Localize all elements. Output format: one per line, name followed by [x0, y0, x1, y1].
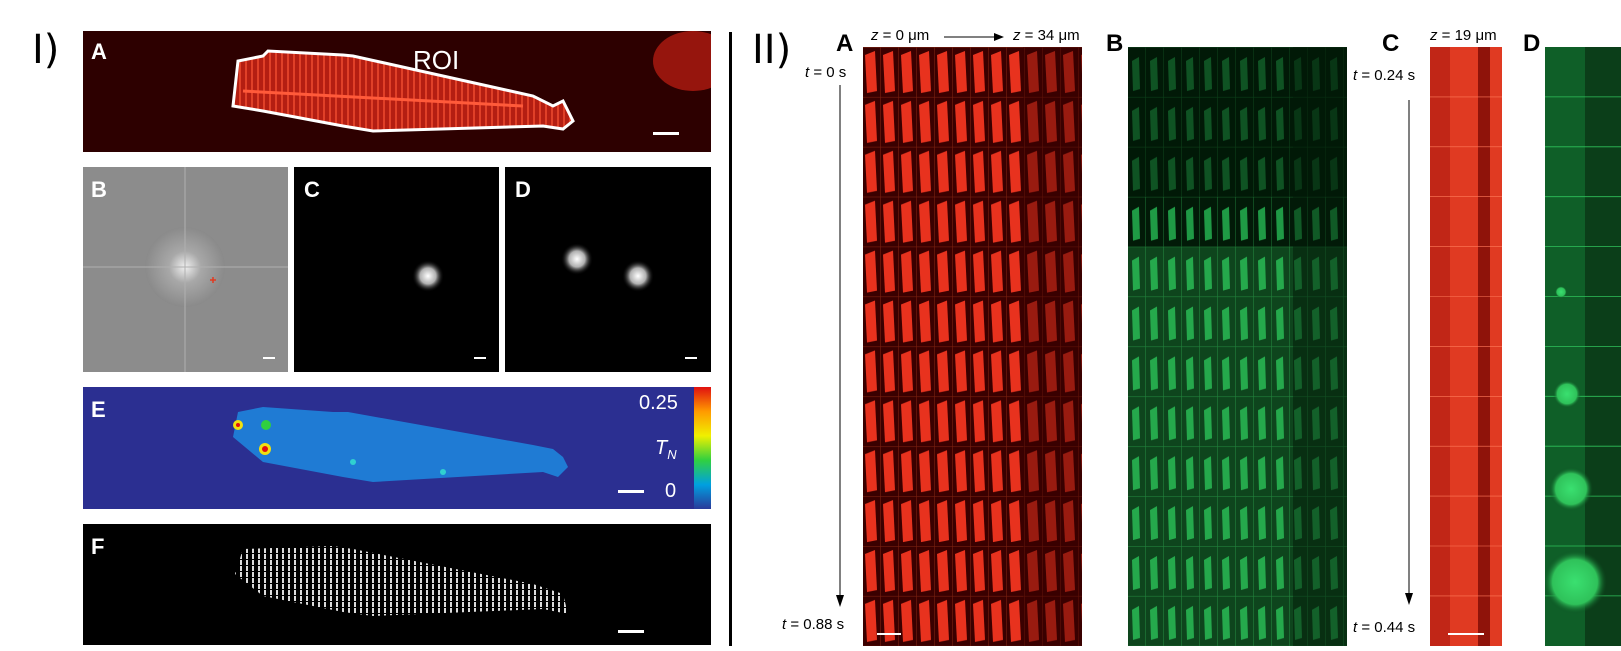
panel-II-A-label: A	[836, 30, 854, 57]
panel-I-C-label: C	[304, 177, 320, 202]
z-end-value: = 34 μm	[1020, 27, 1080, 44]
scale-bar	[1448, 633, 1484, 635]
z-fixed-label: z = 19 μm	[1430, 28, 1497, 43]
scale-bar	[474, 357, 486, 359]
panel-I-D-label: D	[515, 177, 531, 202]
section-divider	[729, 32, 732, 646]
panel-I-F-image: F	[83, 524, 711, 645]
t-start-value: = 0.24 s	[1357, 67, 1416, 84]
cell-heatmap	[233, 407, 568, 482]
panel-I-F-label: F	[91, 534, 105, 559]
t-var: t	[1353, 67, 1358, 84]
roi-label: ROI	[413, 45, 460, 75]
z-fixed-value: = 19 μm	[1437, 27, 1497, 44]
cell-outline-image	[83, 31, 711, 152]
t-start-value: = 0 s	[809, 64, 847, 81]
segmented-cell	[235, 546, 568, 616]
colorbar-min-label: 0	[665, 480, 677, 502]
t-end-label-c: t = 0.44 s	[1353, 620, 1415, 635]
section-I-label: I)	[32, 27, 60, 73]
panel-II-C-image	[1430, 47, 1502, 646]
t-start-label: t = 0 s	[805, 65, 846, 80]
panel-I-D-image: D	[505, 167, 711, 372]
colorbar-variable-sub: N	[667, 447, 677, 462]
z-start-value: = 0 μm	[878, 27, 930, 44]
panel-II-A-montage	[863, 47, 1082, 646]
t-var: t	[805, 64, 810, 81]
t-start-label-c: t = 0.24 s	[1353, 68, 1415, 83]
panel-I-C-image: C	[294, 167, 499, 372]
section-II-label: II)	[752, 27, 792, 73]
t-end-label: t = 0.88 s	[782, 617, 844, 632]
scale-bar	[618, 630, 644, 633]
panel-II-B-montage	[1128, 47, 1347, 646]
scale-bar	[618, 490, 644, 493]
z-end-label: z = 34 μm	[1013, 28, 1080, 43]
colorbar-variable: T	[655, 437, 668, 459]
t-end-value: = 0.44 s	[1357, 619, 1416, 636]
cell-body	[231, 49, 575, 133]
panel-I-B-image: B	[83, 167, 288, 372]
panel-II-D-label: D	[1523, 30, 1541, 57]
panel-II-C-label: C	[1382, 30, 1400, 57]
panel-I-A-image: A ROI	[83, 31, 711, 152]
panel-I-A-label: A	[91, 39, 107, 64]
panel-I-E-label: E	[91, 397, 106, 422]
scale-bar	[685, 357, 697, 359]
t-var: t	[1353, 619, 1358, 636]
z-arrow	[944, 33, 1004, 41]
panel-I-E-image: E 0.25 TN 0	[83, 387, 711, 509]
z-start-label: z = 0 μm	[871, 28, 929, 43]
colorbar-max-label: 0.25	[639, 392, 678, 414]
z-var: z	[1430, 27, 1438, 44]
scale-bar	[263, 357, 275, 359]
z-var: z	[871, 27, 879, 44]
scale-bar	[877, 633, 901, 635]
t-end-value: = 0.88 s	[786, 616, 845, 633]
z-var: z	[1013, 27, 1021, 44]
panel-II-B-label: B	[1106, 30, 1124, 57]
colorbar-variable-label: TN	[655, 437, 677, 462]
scale-bar	[653, 132, 679, 135]
time-arrow	[836, 85, 844, 607]
time-arrow-c	[1405, 100, 1413, 605]
t-var: t	[782, 616, 787, 633]
panel-II-D-image	[1545, 47, 1621, 646]
panel-I-B-label: B	[91, 177, 107, 202]
